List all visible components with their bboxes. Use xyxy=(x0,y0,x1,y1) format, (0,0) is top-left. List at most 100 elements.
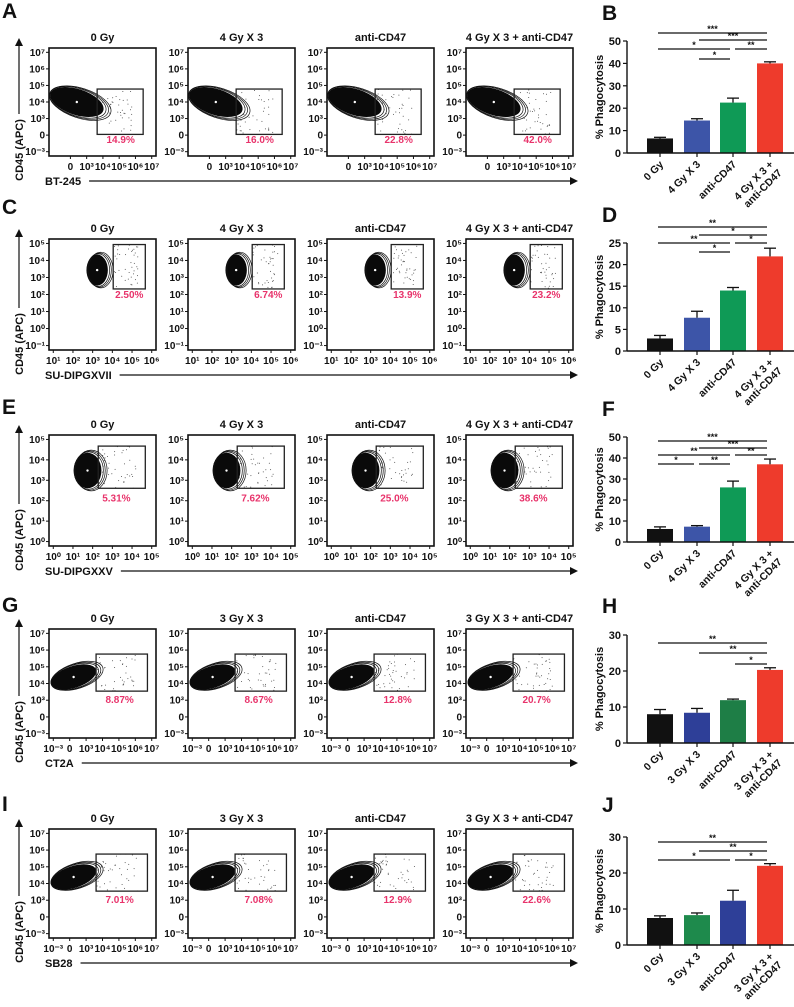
bar xyxy=(647,138,673,153)
y-axis-label: CD45 (APC) xyxy=(14,701,26,763)
event-dot xyxy=(548,266,550,268)
event-dot xyxy=(273,679,275,681)
contour-population xyxy=(466,85,529,121)
event-dot xyxy=(253,90,255,92)
event-dot xyxy=(519,92,521,94)
event-dot xyxy=(407,871,409,873)
y-tick-label: 10⁷ xyxy=(447,48,462,59)
plot-title: 4 Gy X 3 xyxy=(220,419,263,431)
event-dot xyxy=(267,281,269,283)
x-tick-label: 10⁵ xyxy=(389,744,405,755)
event-dot xyxy=(519,675,521,677)
event-dot xyxy=(271,475,273,477)
contour-line xyxy=(50,860,104,891)
event-dot xyxy=(406,882,408,884)
x-tick-label: 10¹ xyxy=(185,356,200,367)
event-dot xyxy=(383,683,385,685)
y-axis-label: CD45 (APC) xyxy=(14,313,26,375)
y-tick-label: 10⁵ xyxy=(29,435,45,446)
event-dot xyxy=(119,253,121,255)
x-tick-label: 10³ xyxy=(218,162,233,173)
event-dot xyxy=(385,856,387,858)
y-tick-label: 10³ xyxy=(309,696,324,707)
x-tick-label: 10² xyxy=(224,552,239,563)
event-dot xyxy=(539,122,541,124)
plot-frame xyxy=(187,434,296,547)
contour-line xyxy=(213,449,247,492)
event-dot xyxy=(395,670,397,672)
event-dot xyxy=(120,676,122,678)
event-dot xyxy=(401,264,403,266)
event-dot xyxy=(551,454,553,456)
event-dot xyxy=(240,119,242,121)
y-tick-label: 30 xyxy=(609,832,621,844)
x-tick-label: 10⁷ xyxy=(422,944,437,955)
event-dot xyxy=(242,132,244,134)
contour-line xyxy=(74,450,106,491)
event-dot xyxy=(379,687,381,689)
y-tick-label: 10³ xyxy=(448,273,463,284)
event-dot xyxy=(97,669,99,671)
gate-box xyxy=(373,653,427,692)
event-dot xyxy=(398,255,400,257)
y-tick-label: 10⁰ xyxy=(169,324,184,335)
event-dot xyxy=(545,883,547,885)
event-dot xyxy=(273,273,275,275)
significance-label: ** xyxy=(729,644,737,654)
event-dot xyxy=(135,246,137,248)
contour-population xyxy=(490,449,525,492)
gate-box xyxy=(512,653,566,692)
y-tick-label: 50 xyxy=(609,36,621,48)
event-dot xyxy=(272,280,274,282)
event-dot xyxy=(401,129,403,131)
event-dot xyxy=(270,453,272,455)
event-dot xyxy=(524,130,526,132)
event-dot xyxy=(395,472,397,474)
gate-percent: 5.31% xyxy=(102,494,130,505)
x-tick-label: 10⁶ xyxy=(561,356,577,367)
event-dot xyxy=(515,879,517,881)
significance-label: ** xyxy=(709,634,717,644)
event-dot xyxy=(536,673,538,675)
event-dot xyxy=(265,477,267,479)
event-dot xyxy=(540,471,542,473)
contour-line xyxy=(365,252,390,288)
event-dot xyxy=(376,884,378,886)
x-tick-label: 10⁴ xyxy=(511,944,527,955)
event-dot xyxy=(398,270,400,272)
event-dot xyxy=(401,479,403,481)
event-dot xyxy=(124,268,126,270)
event-dot xyxy=(412,452,414,454)
event-dot xyxy=(97,869,99,871)
y-tick-label: 10² xyxy=(448,290,463,301)
event-dot xyxy=(409,461,411,463)
event-dot xyxy=(393,661,395,663)
event-dot xyxy=(408,859,410,861)
event-dot xyxy=(262,471,264,473)
y-tick-label: 10³ xyxy=(448,476,463,487)
x-tick-label: 10⁴ xyxy=(94,944,110,955)
event-dot xyxy=(269,270,271,272)
event-dot xyxy=(544,271,546,273)
x-tick-label: 10¹ xyxy=(463,356,478,367)
event-dot xyxy=(535,450,537,452)
event-dot xyxy=(398,94,400,96)
gate-box xyxy=(390,243,424,290)
event-dot xyxy=(250,486,252,488)
x-tick-label: 10⁴ xyxy=(95,162,111,173)
event-dot xyxy=(124,887,126,889)
contour-line xyxy=(352,449,386,492)
event-dot xyxy=(411,473,413,475)
event-dot xyxy=(385,863,387,865)
gate-percent: 25.0% xyxy=(380,494,408,505)
x-tick-label: 0 xyxy=(67,744,73,755)
event-dot xyxy=(541,657,543,659)
y-tick-label: 15 xyxy=(609,281,621,293)
event-dot xyxy=(134,279,136,281)
event-dot xyxy=(399,272,401,274)
